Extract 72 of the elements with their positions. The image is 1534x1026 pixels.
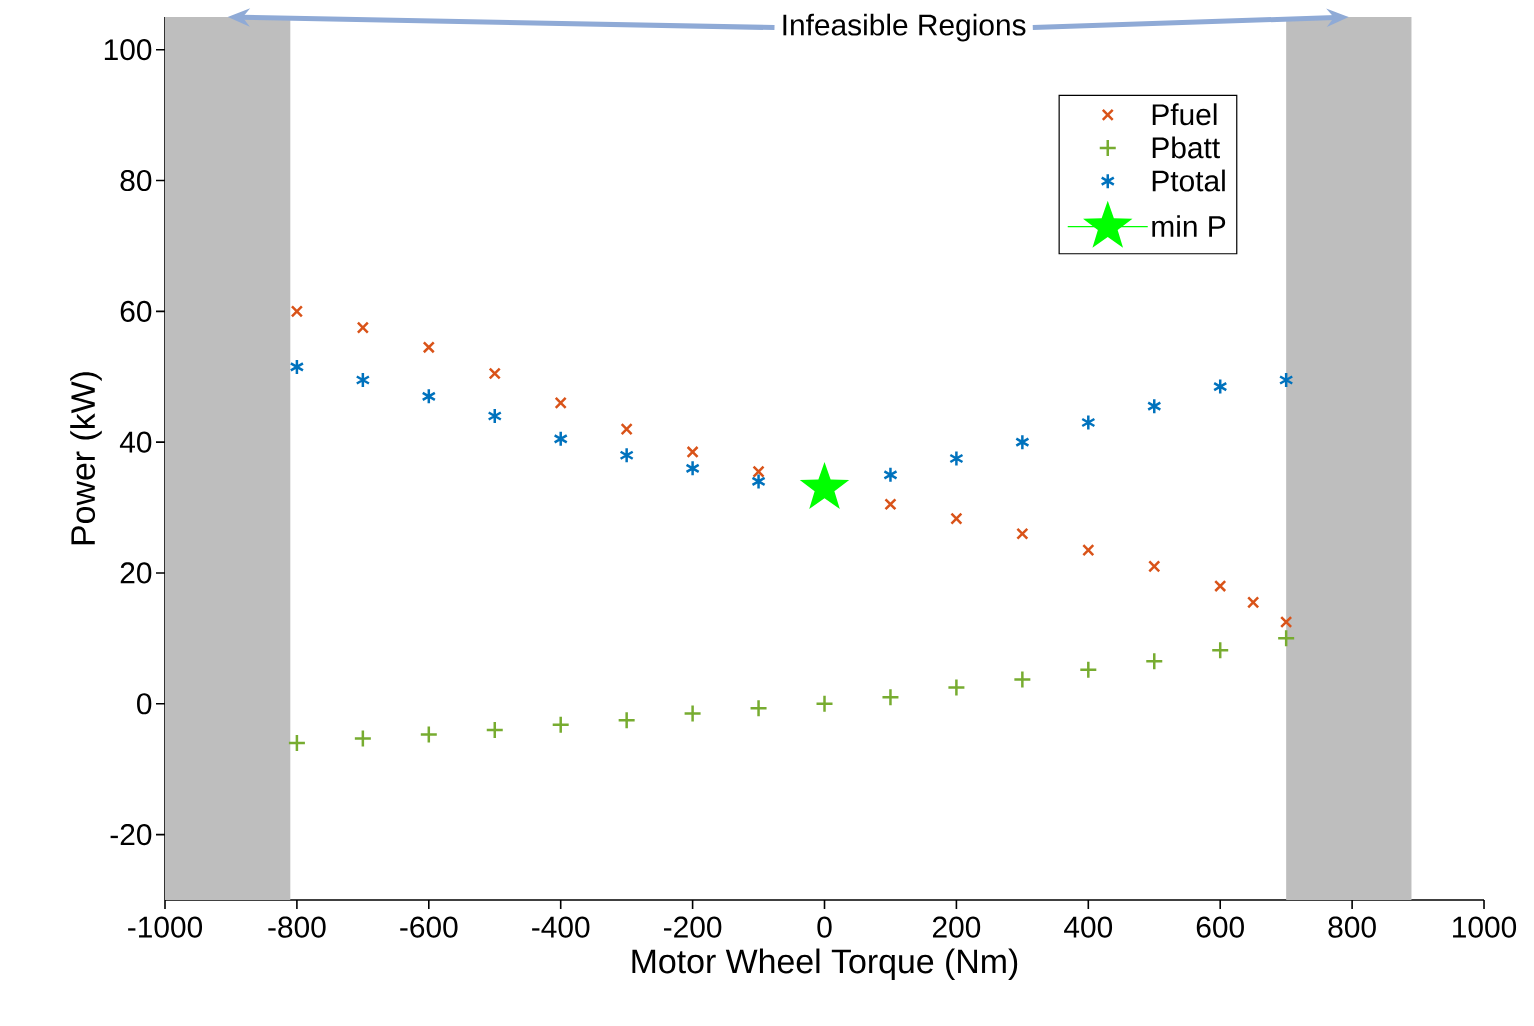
y-tick-label: 60	[120, 300, 152, 322]
point	[1278, 371, 1294, 389]
point	[356, 321, 370, 334]
point	[683, 704, 702, 723]
point	[884, 498, 897, 511]
point	[353, 729, 373, 748]
point	[1279, 615, 1293, 629]
point	[950, 512, 963, 525]
point	[355, 371, 371, 389]
y-tick-label: 0	[137, 693, 152, 715]
point	[685, 460, 700, 477]
point	[883, 466, 898, 484]
x-tick-label: -800	[268, 916, 326, 938]
point	[1212, 378, 1228, 395]
x-tick-label: -1000	[128, 916, 203, 938]
point	[620, 422, 633, 436]
legend-label: Pfuel	[1152, 103, 1217, 126]
point	[1016, 527, 1029, 540]
x-axis-title: Motor Wheel Torque (Nm)	[632, 948, 1018, 981]
x-tick-label: 800	[1328, 916, 1376, 938]
point	[419, 725, 439, 744]
point	[947, 678, 966, 697]
point	[1082, 543, 1095, 557]
x-tick-label: 0	[817, 916, 832, 938]
point	[619, 446, 634, 464]
point	[1210, 640, 1230, 660]
point	[1015, 433, 1030, 451]
point	[1145, 652, 1164, 671]
x-tick-label: -200	[664, 916, 722, 938]
y-tick-label: 40	[119, 431, 152, 453]
y-tick-label: 100	[104, 39, 152, 61]
x-tick-label: -400	[532, 916, 590, 938]
legend-label: min P	[1152, 215, 1226, 237]
point	[686, 445, 699, 459]
x-tick-label: 1000	[1453, 916, 1517, 938]
point	[421, 388, 437, 405]
point	[617, 710, 636, 730]
point	[1081, 414, 1096, 431]
x-tick-label: -600	[400, 916, 458, 938]
point	[1079, 660, 1098, 680]
point	[487, 407, 503, 425]
point	[1148, 560, 1161, 573]
point	[751, 473, 766, 490]
point	[1214, 579, 1227, 593]
point	[752, 465, 765, 478]
point	[949, 450, 964, 467]
y-tick-label: 20	[120, 562, 152, 584]
point	[815, 694, 834, 714]
point	[287, 733, 307, 753]
point	[551, 715, 570, 734]
point	[553, 430, 569, 448]
point	[1146, 397, 1162, 415]
point	[1246, 596, 1260, 609]
point	[289, 358, 305, 376]
y-tick-label: 80	[120, 169, 152, 192]
point	[1013, 670, 1032, 689]
x-tick-label: 600	[1196, 916, 1244, 938]
x-tick-label: 200	[932, 916, 981, 938]
point	[554, 396, 567, 410]
x-tick-label: 400	[1064, 916, 1113, 938]
point	[488, 367, 501, 380]
legend-label: Ptotal	[1152, 169, 1225, 192]
point	[422, 341, 435, 354]
band-label: Infeasible Regions	[783, 13, 1026, 42]
point	[290, 305, 304, 318]
y-axis-title: Power (kW)	[70, 372, 102, 545]
legend-label: Pbatt	[1152, 136, 1220, 159]
point	[1276, 629, 1296, 648]
point	[485, 720, 504, 740]
point	[749, 699, 768, 718]
y-tick-label: -20	[110, 824, 152, 846]
point	[881, 687, 900, 707]
